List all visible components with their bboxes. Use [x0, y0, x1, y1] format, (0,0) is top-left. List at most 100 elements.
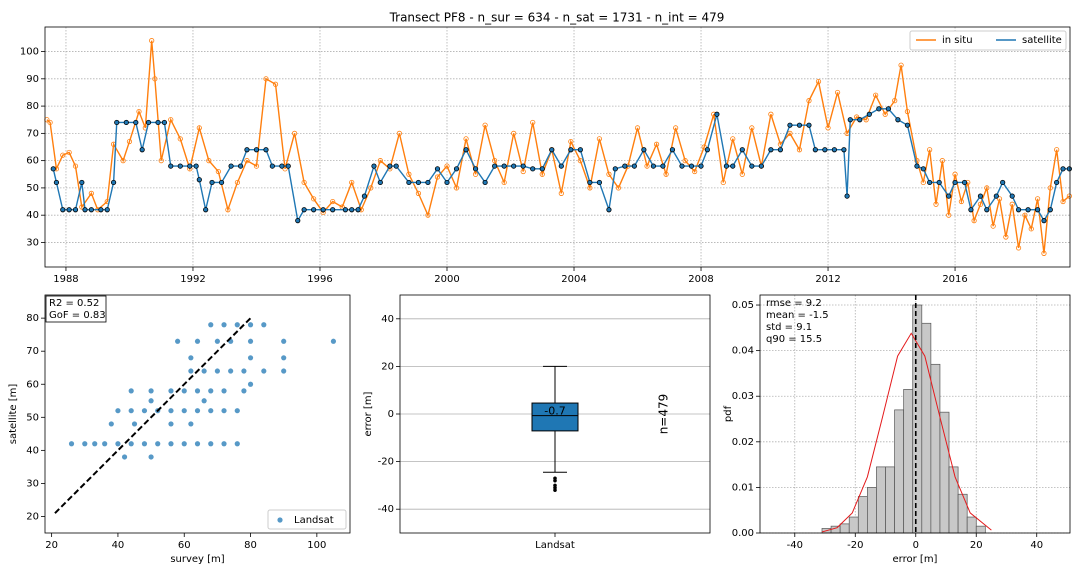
point — [815, 78, 822, 85]
point — [272, 81, 279, 87]
point — [444, 163, 450, 169]
point — [904, 108, 911, 115]
y-tick-label: 20 — [381, 361, 394, 372]
annotation-box — [45, 295, 107, 323]
x-tick-label: 2012 — [815, 274, 840, 285]
point — [511, 130, 517, 136]
point — [225, 207, 231, 213]
point — [161, 119, 167, 126]
point — [72, 207, 79, 213]
point — [214, 368, 220, 374]
point — [606, 171, 612, 177]
point — [47, 119, 53, 126]
point — [247, 381, 254, 387]
point — [120, 158, 126, 164]
point — [311, 207, 317, 213]
point — [873, 92, 879, 98]
point — [644, 163, 650, 169]
point — [215, 168, 221, 175]
point — [241, 368, 247, 374]
bar — [876, 466, 886, 534]
x-tick-label: 40 — [1030, 540, 1043, 551]
point — [396, 130, 402, 136]
point — [577, 147, 583, 153]
point — [104, 207, 110, 213]
point — [444, 179, 450, 186]
point — [228, 163, 234, 169]
point — [208, 408, 214, 414]
point — [1047, 207, 1053, 213]
point — [866, 111, 872, 117]
point — [660, 163, 666, 169]
point — [1028, 226, 1034, 232]
point — [777, 147, 784, 153]
box — [531, 402, 579, 432]
pdf-curve — [821, 332, 992, 533]
point — [549, 147, 555, 153]
point — [539, 166, 545, 172]
y-tick-label: 90 — [26, 74, 39, 85]
point — [123, 119, 129, 126]
point — [971, 218, 977, 224]
point — [453, 185, 460, 191]
point — [701, 144, 707, 150]
point — [121, 454, 128, 460]
point — [434, 166, 441, 172]
point — [539, 171, 545, 177]
point — [768, 147, 774, 153]
point — [768, 111, 774, 117]
y-tick-label: 30 — [26, 237, 39, 248]
point — [234, 179, 241, 186]
point — [673, 125, 679, 131]
point — [355, 207, 361, 213]
point — [1009, 193, 1015, 199]
point — [377, 158, 383, 164]
point — [1000, 179, 1006, 186]
point — [730, 163, 736, 169]
point — [606, 207, 612, 213]
y-tick-label: -40 — [378, 504, 394, 515]
point — [1041, 218, 1047, 224]
bar — [966, 516, 977, 534]
point — [155, 119, 161, 126]
point — [114, 119, 120, 126]
point — [115, 441, 121, 447]
point — [1066, 193, 1072, 199]
point — [291, 130, 298, 136]
annotation: rmse = 9.2 — [766, 298, 822, 309]
point — [520, 163, 526, 169]
point — [530, 166, 536, 172]
point — [679, 163, 685, 169]
point — [739, 147, 745, 153]
point — [1035, 207, 1041, 213]
x-tick-label: 100 — [307, 540, 326, 551]
point — [196, 177, 202, 183]
point — [612, 166, 618, 172]
point — [60, 207, 66, 213]
point — [1060, 198, 1066, 205]
point — [214, 338, 220, 344]
point — [139, 147, 145, 153]
outlier — [553, 478, 557, 483]
point — [895, 117, 901, 123]
point — [492, 163, 498, 169]
point — [177, 163, 183, 169]
point — [152, 76, 158, 82]
point — [155, 441, 161, 447]
point — [241, 388, 247, 394]
y-axis-label: satellite [m] — [8, 384, 19, 445]
point — [936, 179, 942, 186]
point — [698, 163, 704, 169]
point — [568, 147, 574, 153]
y-tick-label: 0.03 — [732, 391, 754, 402]
point — [72, 163, 79, 169]
point — [181, 441, 187, 447]
point — [175, 338, 181, 344]
point — [92, 441, 98, 447]
point — [425, 179, 431, 186]
point — [1022, 212, 1028, 218]
point — [168, 163, 174, 169]
point — [128, 441, 134, 447]
point — [244, 158, 250, 164]
y-tick-label: 80 — [26, 313, 39, 324]
